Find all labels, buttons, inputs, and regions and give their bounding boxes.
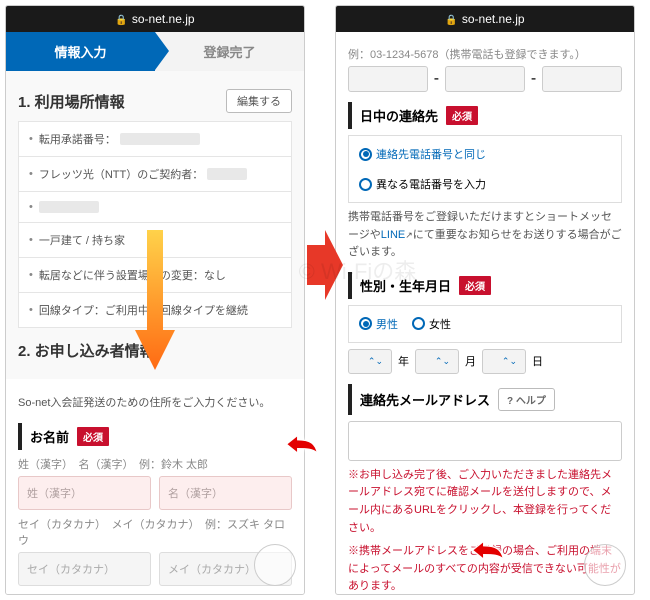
day-select[interactable]: ⌃⌄: [482, 349, 526, 374]
month-select[interactable]: ⌃⌄: [415, 349, 459, 374]
usage-info-list: 転用承諾番号： フレッツ光（NTT）のご契約者： 一戸建て / 持ち家 転居など…: [18, 121, 292, 328]
radio-other-phone[interactable]: 異なる電話番号を入力: [359, 176, 486, 192]
url-text: so-net.ne.jp: [462, 12, 525, 26]
help-button[interactable]: ? ヘルプ: [498, 388, 555, 411]
tab-info-input[interactable]: 情報入力: [6, 32, 155, 71]
progress-tabs: 情報入力 登録完了: [6, 32, 304, 71]
floating-control[interactable]: [584, 544, 626, 586]
name-heading: お名前必須: [18, 423, 292, 450]
email-warning-2: ※携帯メールアドレスをご登録の場合、ご利用の端末によってメールのすべての内容が受…: [348, 543, 622, 592]
list-item: 回線タイプ：ご利用中の回線タイプを継続: [19, 293, 291, 327]
list-item: 転用承諾番号：: [19, 122, 291, 157]
url-text: so-net.ne.jp: [132, 12, 195, 26]
url-bar: 🔒 so-net.ne.jp: [6, 6, 304, 32]
section-2-title: 2. お申し込み者情報: [18, 328, 292, 369]
required-badge: 必須: [459, 276, 491, 295]
phone-part-3[interactable]: [542, 66, 622, 92]
kana-labels: セイ（カタカナ） メイ（カタカナ） 例：スズキ タロウ: [18, 516, 292, 548]
contact-note: 携帯電話番号をご登録いただけますとショートメッセージやLINE↗にて重要なお知ら…: [348, 209, 622, 262]
email-heading: 連絡先メールアドレス? ヘルプ: [348, 384, 622, 415]
dob-row: ⌃⌄年 ⌃⌄月 ⌃⌄日: [348, 349, 622, 374]
lock-icon: 🔒: [445, 15, 457, 26]
right-screenshot: 🔒 so-net.ne.jp 例：03-1234-5678（携帯電話も登録できます…: [335, 5, 635, 595]
contact-radio-group: 連絡先電話番号と同じ 異なる電話番号を入力: [348, 135, 622, 203]
required-badge: 必須: [77, 427, 109, 446]
floating-control[interactable]: [254, 544, 296, 586]
list-item: 転居などに伴う設置場所の変更：なし: [19, 258, 291, 293]
sex-radio-group: 男性 女性: [348, 305, 622, 343]
surname-kana-input[interactable]: セイ（カタカナ）: [18, 552, 151, 586]
name-labels: 姓（漢字） 名（漢字） 例：鈴木 太郎: [18, 456, 292, 472]
daytime-contact-heading: 日中の連絡先必須: [348, 102, 622, 129]
phone-part-1[interactable]: [348, 66, 428, 92]
phone-example: 例：03-1234-5678（携帯電話も登録できます。）: [348, 46, 622, 62]
phone-part-2[interactable]: [445, 66, 525, 92]
big-arrow-icon: [307, 230, 343, 300]
list-item: 一戸建て / 持ち家: [19, 223, 291, 258]
section-2-lead: So-net入会証発送のための住所をご入力ください。: [18, 395, 292, 413]
list-item: フレッツ光（NTT）のご契約者：: [19, 157, 291, 192]
lock-icon: 🔒: [115, 15, 127, 26]
sex-dob-heading: 性別・生年月日必須: [348, 272, 622, 299]
tab-complete: 登録完了: [155, 32, 304, 71]
radio-same-phone[interactable]: 連絡先電話番号と同じ: [359, 146, 486, 162]
email-warning-1: ※お申し込み完了後、ご入力いただきました連絡先メールアドレス宛てに確認メールを送…: [348, 467, 622, 537]
surname-kanji-input[interactable]: 姓（漢字）: [18, 476, 151, 510]
phone-inputs: - -: [348, 66, 622, 92]
year-select[interactable]: ⌃⌄: [348, 349, 392, 374]
email-input[interactable]: [348, 421, 622, 461]
required-badge: 必須: [446, 106, 478, 125]
givenname-kanji-input[interactable]: 名（漢字）: [159, 476, 292, 510]
left-screenshot: 🔒 so-net.ne.jp 情報入力 登録完了 1. 利用場所情報 編集する 転…: [5, 5, 305, 595]
radio-female[interactable]: 女性: [412, 316, 451, 332]
edit-button[interactable]: 編集する: [226, 89, 292, 113]
list-item: [19, 192, 291, 223]
url-bar: 🔒 so-net.ne.jp: [336, 6, 634, 32]
section-1-title: 1. 利用場所情報 編集する: [18, 81, 292, 121]
radio-male[interactable]: 男性: [359, 316, 398, 332]
